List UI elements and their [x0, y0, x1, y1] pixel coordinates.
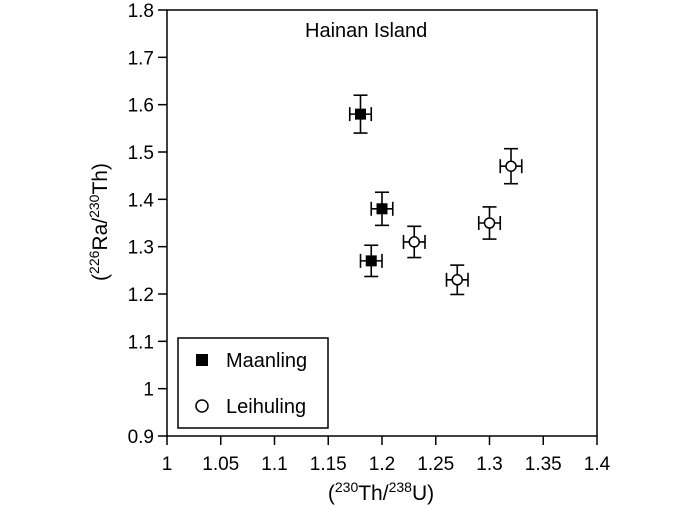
marker-circle: [505, 160, 517, 172]
legend-label-maanling: Maanling: [226, 350, 307, 372]
x-tick-label: 1.3: [476, 454, 502, 475]
y-axis-title-el1: Ra/: [89, 218, 112, 251]
x-axis-title-el1: Th/: [358, 482, 389, 505]
x-tick-label: 1.2: [369, 454, 395, 475]
marker-square: [355, 108, 366, 120]
chart-title: Hainan Island: [305, 20, 427, 42]
marker-circle: [408, 236, 420, 248]
legend: Maanling Leihuling: [177, 337, 329, 429]
legend-marker-maanling: [196, 354, 208, 366]
y-axis-title: (226Ra/230Th): [86, 163, 112, 281]
y-axis-title-iso1: 226: [86, 250, 102, 274]
marker-circle: [483, 217, 496, 229]
marker-circle: [451, 274, 463, 286]
data-point-maanling: [359, 244, 383, 278]
y-tick-label: 1.2: [128, 285, 154, 306]
x-axis-title: (230Th/238U): [328, 479, 434, 505]
data-point-leihuling: [445, 264, 469, 296]
x-axis-title-open: (: [328, 482, 335, 505]
x-axis-title-iso2: 238: [389, 479, 413, 495]
legend-label-leihuling: Leihuling: [226, 396, 306, 418]
x-tick-label: 1.1: [261, 454, 287, 475]
y-tick-label: 1.8: [128, 1, 154, 22]
x-tick-label: 1.35: [525, 454, 562, 475]
data-point-maanling: [348, 94, 373, 134]
x-axis-ticks: 1 1.05 1.1 1.15 1.2 1.25 1.3 1.35 1.4: [162, 436, 611, 475]
legend-marker-leihuling: [195, 399, 209, 413]
y-tick-label: 1.3: [128, 238, 154, 259]
y-tick-label: 1: [143, 380, 154, 401]
data-points: [348, 94, 523, 296]
data-point-leihuling: [402, 225, 426, 259]
x-tick-label: 1: [162, 454, 173, 475]
y-tick-label: 1.7: [128, 48, 154, 69]
y-tick-label: 1.6: [128, 96, 154, 117]
data-point-leihuling: [499, 147, 523, 185]
x-tick-label: 1.15: [310, 454, 347, 475]
data-point-leihuling: [477, 206, 502, 240]
y-axis-ticks: 0.9 1 1.1 1.2 1.3 1.4 1.5 1.6 1.7 1.8: [128, 1, 167, 448]
y-tick-label: 1.5: [128, 143, 154, 164]
marker-square: [365, 255, 377, 267]
x-tick-label: 1.05: [202, 454, 239, 475]
y-tick-label: 0.9: [128, 427, 154, 448]
y-axis-title-el2: Th): [89, 163, 112, 195]
x-axis-title-el2: U): [412, 482, 434, 505]
y-axis-title-iso2: 230: [86, 194, 102, 218]
x-tick-label: 1.25: [417, 454, 454, 475]
legend-box: [177, 337, 329, 429]
data-point-maanling: [370, 191, 394, 227]
marker-square: [376, 203, 388, 215]
y-tick-label: 1.4: [128, 190, 155, 211]
y-axis-title-open: (: [89, 274, 112, 281]
y-tick-label: 1.1: [128, 332, 154, 353]
x-tick-label: 1.4: [584, 454, 611, 475]
x-axis-title-iso1: 230: [335, 479, 359, 495]
